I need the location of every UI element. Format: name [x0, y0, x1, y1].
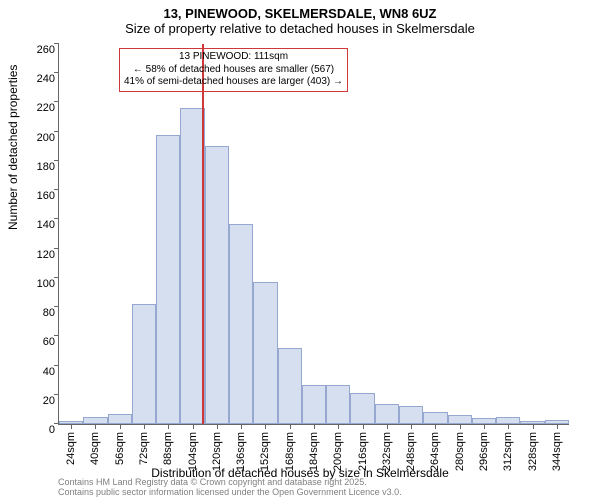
- attribution-text: Contains HM Land Registry data © Crown c…: [58, 478, 402, 498]
- histogram-bar: [132, 304, 156, 424]
- x-tick-mark: [265, 424, 266, 429]
- histogram-bar: [326, 385, 350, 424]
- x-tick-mark: [314, 424, 315, 429]
- chart-title-address: 13, PINEWOOD, SKELMERSDALE, WN8 6UZ: [0, 6, 600, 21]
- x-tick-mark: [411, 424, 412, 429]
- y-tick-mark: [54, 189, 59, 190]
- y-tick-label: 200: [29, 132, 55, 144]
- y-tick-label: 140: [29, 219, 55, 231]
- x-tick-mark: [338, 424, 339, 429]
- x-tick-mark: [217, 424, 218, 429]
- chart-subtitle: Size of property relative to detached ho…: [0, 21, 600, 36]
- y-tick-mark: [54, 131, 59, 132]
- y-tick-label: 100: [29, 278, 55, 290]
- y-tick-mark: [54, 72, 59, 73]
- histogram-bar: [423, 412, 447, 424]
- reference-annotation-box: 13 PINEWOOD: 111sqm ← 58% of detached ho…: [119, 48, 348, 92]
- y-tick-mark: [54, 160, 59, 161]
- histogram-bar: [399, 406, 423, 424]
- annotation-smaller-pct: ← 58% of detached houses are smaller (56…: [124, 64, 343, 77]
- y-tick-label: 120: [29, 249, 55, 261]
- histogram-bar: [156, 135, 180, 424]
- histogram-bar: [278, 348, 302, 424]
- x-tick-mark: [95, 424, 96, 429]
- x-tick-mark: [533, 424, 534, 429]
- histogram-bar: [229, 224, 253, 424]
- y-tick-label: 260: [29, 44, 55, 56]
- y-tick-mark: [54, 101, 59, 102]
- x-tick-mark: [387, 424, 388, 429]
- x-tick-mark: [435, 424, 436, 429]
- y-tick-label: 0: [29, 424, 55, 436]
- histogram-bar: [180, 108, 204, 424]
- histogram-bar: [302, 385, 326, 424]
- x-tick-label: 88sqm: [162, 432, 174, 465]
- y-tick-mark: [54, 248, 59, 249]
- y-tick-mark: [54, 335, 59, 336]
- y-tick-mark: [54, 394, 59, 395]
- histogram-plot-area: 02040608010012014016018020022024026024sq…: [58, 44, 569, 425]
- y-tick-label: 160: [29, 190, 55, 202]
- y-tick-mark: [54, 218, 59, 219]
- histogram-bar: [108, 414, 132, 424]
- y-tick-mark: [54, 277, 59, 278]
- x-tick-mark: [460, 424, 461, 429]
- x-tick-label: 24sqm: [65, 432, 77, 465]
- y-tick-label: 240: [29, 73, 55, 85]
- x-tick-mark: [120, 424, 121, 429]
- y-tick-mark: [54, 306, 59, 307]
- x-tick-mark: [557, 424, 558, 429]
- y-axis-label: Number of detached properties: [6, 65, 20, 230]
- y-tick-label: 20: [29, 395, 55, 407]
- x-tick-mark: [144, 424, 145, 429]
- y-tick-label: 60: [29, 336, 55, 348]
- y-tick-mark: [54, 43, 59, 44]
- histogram-bar: [448, 415, 472, 424]
- histogram-bar: [496, 417, 520, 424]
- reference-line: [202, 44, 204, 424]
- x-tick-label: 56sqm: [114, 432, 126, 465]
- y-tick-mark: [54, 365, 59, 366]
- histogram-bar: [375, 404, 399, 424]
- attribution-line2: Contains public sector information licen…: [58, 488, 402, 498]
- histogram-bar: [253, 282, 277, 424]
- y-tick-label: 220: [29, 102, 55, 114]
- histogram-bar: [83, 417, 107, 424]
- x-tick-mark: [241, 424, 242, 429]
- x-tick-mark: [363, 424, 364, 429]
- x-tick-mark: [508, 424, 509, 429]
- y-tick-label: 80: [29, 307, 55, 319]
- x-tick-label: 40sqm: [89, 432, 101, 465]
- x-tick-mark: [193, 424, 194, 429]
- histogram-bar: [205, 146, 229, 424]
- annotation-larger-pct: 41% of semi-detached houses are larger (…: [124, 76, 343, 89]
- x-tick-mark: [168, 424, 169, 429]
- x-tick-mark: [484, 424, 485, 429]
- x-tick-label: 72sqm: [138, 432, 150, 465]
- y-tick-label: 180: [29, 161, 55, 173]
- y-tick-label: 40: [29, 366, 55, 378]
- histogram-bar: [350, 393, 374, 424]
- x-tick-mark: [290, 424, 291, 429]
- annotation-property-size: 13 PINEWOOD: 111sqm: [124, 51, 343, 64]
- x-tick-mark: [71, 424, 72, 429]
